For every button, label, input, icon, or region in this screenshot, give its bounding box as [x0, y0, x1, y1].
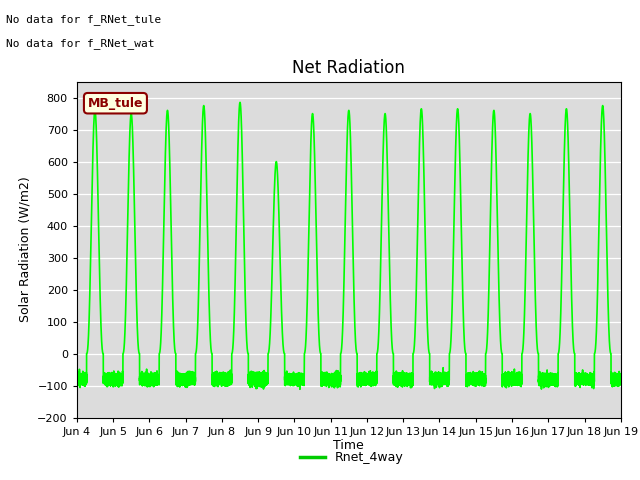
Y-axis label: Solar Radiation (W/m2): Solar Radiation (W/m2)	[19, 177, 32, 323]
Text: No data for f_RNet_tule: No data for f_RNet_tule	[6, 14, 162, 25]
Title: Net Radiation: Net Radiation	[292, 59, 405, 77]
Text: No data for f_RNet_wat: No data for f_RNet_wat	[6, 38, 155, 49]
X-axis label: Time: Time	[333, 439, 364, 453]
Legend: Rnet_4way: Rnet_4way	[295, 446, 409, 469]
Text: MB_tule: MB_tule	[88, 97, 143, 110]
